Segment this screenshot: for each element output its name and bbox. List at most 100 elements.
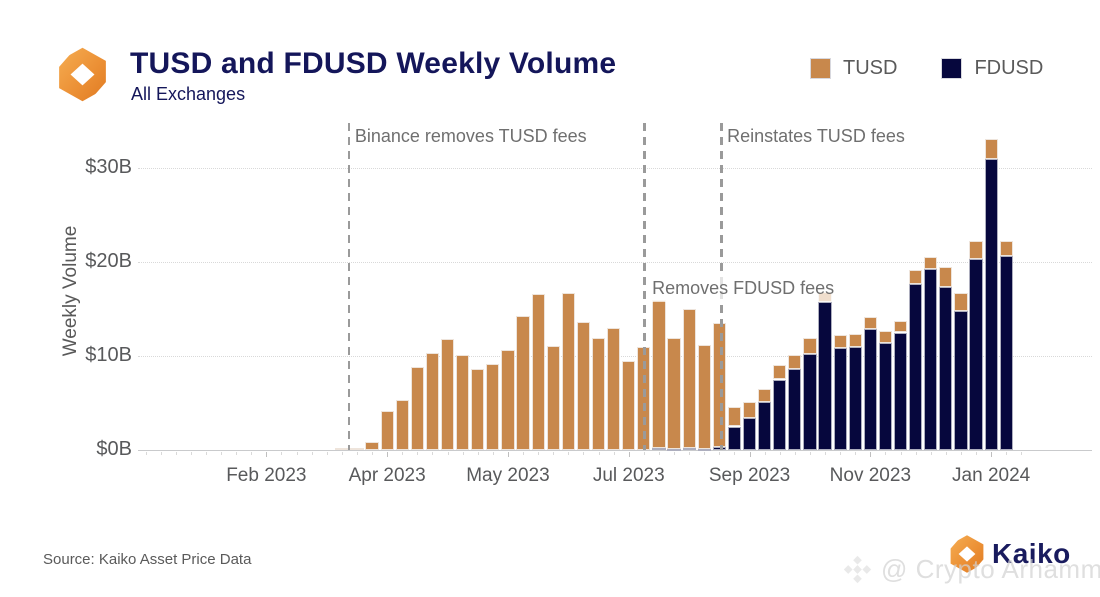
x-tick-mark: [341, 451, 343, 455]
bar-segment-fdusd: [878, 342, 893, 450]
bar-segment-fdusd: [803, 354, 817, 450]
x-tick-mark: [160, 451, 162, 455]
bar-segment-tusd: [501, 350, 515, 450]
legend-label-tusd: TUSD: [843, 57, 898, 79]
bar-segment-tusd: [984, 138, 998, 159]
x-tick-mark: [296, 451, 298, 455]
bar-segment-tusd: [954, 293, 968, 311]
bar-segment-tusd: [456, 355, 470, 450]
x-tick-mark: [372, 451, 374, 455]
bar-segment-tusd: [622, 360, 636, 450]
x-tick-label-jul-2023: Jul 2023: [592, 465, 665, 486]
annotation-line-0: [347, 123, 351, 450]
x-tick-mark: [930, 451, 932, 455]
bar-segment-tusd: [697, 345, 711, 449]
bar-segment-tusd: [999, 241, 1013, 257]
bar-segment-tusd: [531, 293, 545, 450]
x-major-tick-mark: [991, 451, 993, 457]
x-tick-mark: [523, 451, 525, 455]
bar-segment-fdusd: [773, 379, 787, 450]
x-tick-mark: [145, 451, 147, 455]
bar-segment-tusd: [561, 293, 575, 450]
x-major-tick-mark: [266, 451, 268, 457]
bar-segment-fdusd: [984, 158, 998, 450]
x-tick-label-sep-2023: Sep 2023: [708, 465, 791, 486]
x-tick-mark: [538, 451, 540, 455]
x-major-tick-mark: [628, 451, 630, 457]
bar-segment-tusd: [742, 402, 757, 419]
annotation-binance-removes-tusd-fees: Binance removes TUSD fees: [354, 126, 587, 146]
bar-segment-fdusd: [667, 449, 681, 452]
x-tick-mark: [326, 451, 328, 455]
x-tick-mark: [356, 451, 358, 455]
bar-segment-tusd: [848, 334, 862, 347]
annotation-line-1: [643, 123, 646, 450]
bar-segment-fdusd: [893, 332, 908, 450]
chart-title: TUSD and FDUSD Weekly Volume: [130, 47, 617, 80]
footer-brand: Kaiko: [947, 532, 1071, 576]
x-tick-mark: [764, 451, 766, 455]
bar-segment-fdusd: [863, 328, 877, 450]
bar-segment-tusd: [350, 448, 364, 451]
x-major-tick-mark: [749, 451, 751, 457]
bar-segment-fdusd: [697, 448, 711, 451]
y-axis-title: Weekly Volume: [60, 225, 81, 357]
x-tick-mark: [251, 451, 253, 455]
x-tick-mark: [658, 451, 660, 455]
bar-segment-tusd: [893, 321, 908, 333]
x-tick-mark: [794, 451, 796, 455]
x-tick-mark: [236, 451, 238, 455]
bar-segment-tusd: [425, 353, 440, 450]
bar-segment-fdusd: [833, 348, 847, 450]
bar-segment-tusd: [969, 241, 983, 260]
x-tick-mark: [704, 451, 706, 455]
x-tick-label-feb-2023: Feb 2023: [226, 465, 307, 486]
chart-subtitle: All Exchanges: [131, 84, 246, 104]
bar-segment-tusd: [878, 330, 893, 343]
bar-segment-tusd: [486, 364, 500, 450]
gridline-20B: [138, 262, 1092, 263]
bar-segment-fdusd: [818, 302, 832, 450]
kaiko-logo-icon: [54, 43, 111, 106]
x-tick-mark: [447, 451, 449, 455]
x-major-tick-mark: [507, 451, 509, 457]
x-tick-mark: [598, 451, 600, 455]
x-tick-mark: [960, 451, 962, 455]
x-axis-line: [138, 450, 1092, 451]
bar-segment-tusd: [712, 323, 726, 448]
y-tick-label: $0B: [96, 438, 132, 460]
x-tick-mark: [840, 451, 842, 455]
bar-segment-tusd: [440, 339, 455, 450]
kaiko-wordmark: Kaiko: [992, 538, 1071, 569]
bar-segment-fdusd: [954, 310, 968, 450]
bar-segment-tusd: [758, 388, 772, 403]
x-tick-mark: [553, 451, 555, 455]
x-tick-mark: [583, 451, 585, 455]
bar-segment-tusd: [909, 269, 923, 284]
bar-segment-fdusd: [909, 283, 923, 450]
x-major-tick-mark: [870, 451, 872, 457]
bar-segment-tusd: [410, 367, 424, 450]
x-tick-mark: [643, 451, 645, 455]
x-tick-mark: [976, 451, 978, 455]
bar-segment-tusd: [576, 322, 591, 450]
x-tick-mark: [417, 451, 419, 455]
x-tick-mark: [825, 451, 827, 455]
watermark-text: @ Crypto Arhamm: [881, 554, 1100, 584]
x-tick-mark: [281, 451, 283, 455]
bar-segment-tusd: [652, 299, 666, 449]
bar-segment-tusd: [395, 400, 409, 450]
gridline-30B: [138, 168, 1092, 169]
bar-segment-fdusd: [758, 402, 772, 450]
x-tick-mark: [885, 451, 887, 455]
annotation-reinstates-tusd-fees: Reinstates TUSD fees: [727, 126, 905, 146]
bar-segment-tusd: [607, 327, 621, 450]
bar-segment-tusd: [591, 338, 606, 450]
bar-segment-tusd: [682, 309, 696, 449]
x-tick-label-apr-2023: Apr 2023: [348, 465, 426, 486]
x-tick-mark: [190, 451, 192, 455]
x-tick-mark: [568, 451, 570, 455]
x-tick-mark: [402, 451, 404, 455]
legend-swatch-tusd: [810, 58, 831, 79]
